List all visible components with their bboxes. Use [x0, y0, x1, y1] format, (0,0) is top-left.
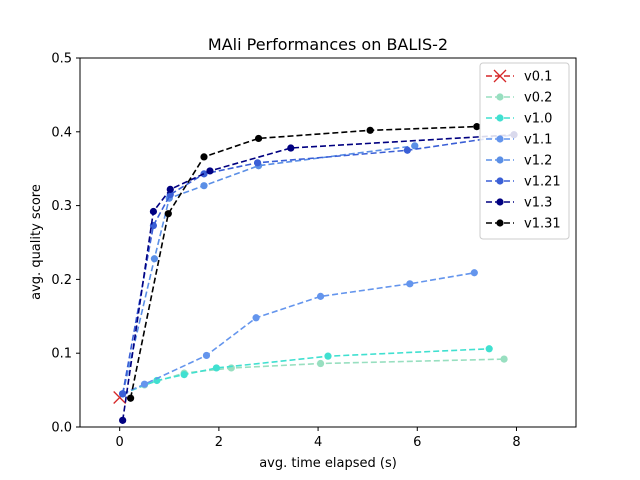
- y-axis-label: avg. quality score: [29, 184, 44, 300]
- x-tick-label: 8: [512, 435, 520, 450]
- y-axis: 0.0 0.1 0.2 0.3 0.4 0.5: [51, 52, 80, 436]
- data-point: [252, 314, 260, 322]
- legend-item-v1.1: v1.1: [486, 133, 552, 148]
- y-tick-label: 0.5: [51, 52, 72, 67]
- x-axis: 0 2 4 6 8: [116, 427, 521, 450]
- legend-marker: [496, 156, 504, 164]
- series-line: [121, 145, 415, 394]
- data-point: [403, 146, 411, 154]
- data-point: [366, 126, 374, 134]
- legend-marker: [496, 198, 504, 206]
- series-v1.2: [119, 142, 419, 398]
- series-v1.1: [119, 269, 478, 398]
- legend-item-v1.0: v1.0: [486, 112, 552, 127]
- legend-item-v1.2: v1.2: [486, 154, 552, 169]
- legend-label: v1.1: [524, 133, 552, 148]
- plot-frame: [79, 57, 577, 428]
- legend-item-v1.3: v1.3: [486, 196, 552, 211]
- data-point: [406, 280, 414, 288]
- legend-label: v1.21: [524, 175, 561, 190]
- legend-marker: [496, 114, 504, 122]
- data-point: [126, 394, 135, 402]
- series-line: [122, 358, 505, 395]
- y-tick-label: 0.3: [51, 199, 72, 214]
- data-point: [119, 390, 127, 398]
- data-point: [202, 351, 211, 360]
- data-point: [180, 371, 188, 379]
- legend-item-v0.2: v0.2: [486, 91, 552, 106]
- legend-marker: [496, 135, 504, 143]
- data-point: [411, 142, 419, 150]
- data-point: [316, 359, 325, 368]
- data-point: [316, 292, 325, 300]
- series-line: [129, 125, 477, 399]
- x-tick-label: 2: [215, 435, 223, 450]
- legend-marker: [496, 93, 504, 101]
- data-point: [473, 123, 481, 131]
- legend-marker: [496, 219, 504, 227]
- data-point: [254, 134, 263, 143]
- data-point: [164, 210, 172, 218]
- data-point: [253, 159, 262, 167]
- legend-item-v1.31: v1.31: [486, 217, 561, 232]
- y-tick-label: 0.4: [51, 125, 72, 140]
- data-point: [166, 185, 174, 193]
- data-point: [485, 345, 493, 353]
- series-line: [121, 134, 515, 421]
- legend: v0.1 v0.2 v1.0 v1.1 v1.2 v1.21 v1.3 v1.31: [479, 62, 570, 240]
- data-point: [200, 153, 208, 161]
- series-v1.31: [126, 123, 481, 402]
- series-v1.3: [119, 131, 518, 424]
- series-line: [121, 134, 515, 394]
- data-point: [150, 255, 158, 263]
- data-point: [227, 364, 235, 372]
- x-tick-label: 4: [314, 435, 322, 450]
- legend-label: v0.1: [524, 70, 552, 85]
- x-axis-label: avg. time elapsed (s): [259, 456, 397, 471]
- y-tick-label: 0.0: [51, 421, 72, 436]
- data-point: [200, 170, 208, 178]
- chart-title: MAli Performances on BALIS-2: [208, 35, 448, 54]
- data-point: [324, 352, 332, 360]
- legend-marker: [496, 177, 504, 185]
- series-v1.0: [119, 345, 493, 398]
- legend-label: v0.2: [524, 91, 552, 106]
- series-line: [122, 348, 490, 395]
- data-point: [119, 416, 127, 424]
- data-point: [200, 182, 208, 190]
- legend-item-v1.21: v1.21: [486, 175, 561, 190]
- x-tick-label: 6: [413, 435, 421, 450]
- data-point: [140, 380, 149, 388]
- legend-marker: [493, 69, 507, 83]
- x-tick-label: 0: [116, 435, 124, 450]
- y-tick-label: 0.1: [51, 347, 72, 362]
- data-point: [470, 269, 478, 277]
- data-point: [153, 376, 161, 385]
- y-tick-label: 0.2: [51, 273, 72, 288]
- data-point: [212, 364, 220, 372]
- legend-label: v1.3: [524, 196, 552, 211]
- legend-label: v1.31: [524, 217, 561, 232]
- legend-label: v1.2: [524, 154, 552, 169]
- data-point: [500, 355, 508, 363]
- legend-label: v1.0: [524, 112, 552, 127]
- data-point: [287, 144, 295, 152]
- legend-box: [479, 62, 570, 240]
- data-point: [149, 207, 158, 216]
- data-point: [206, 167, 214, 175]
- legend-item-v0.1: v0.1: [486, 70, 552, 85]
- plot-area: [79, 57, 577, 428]
